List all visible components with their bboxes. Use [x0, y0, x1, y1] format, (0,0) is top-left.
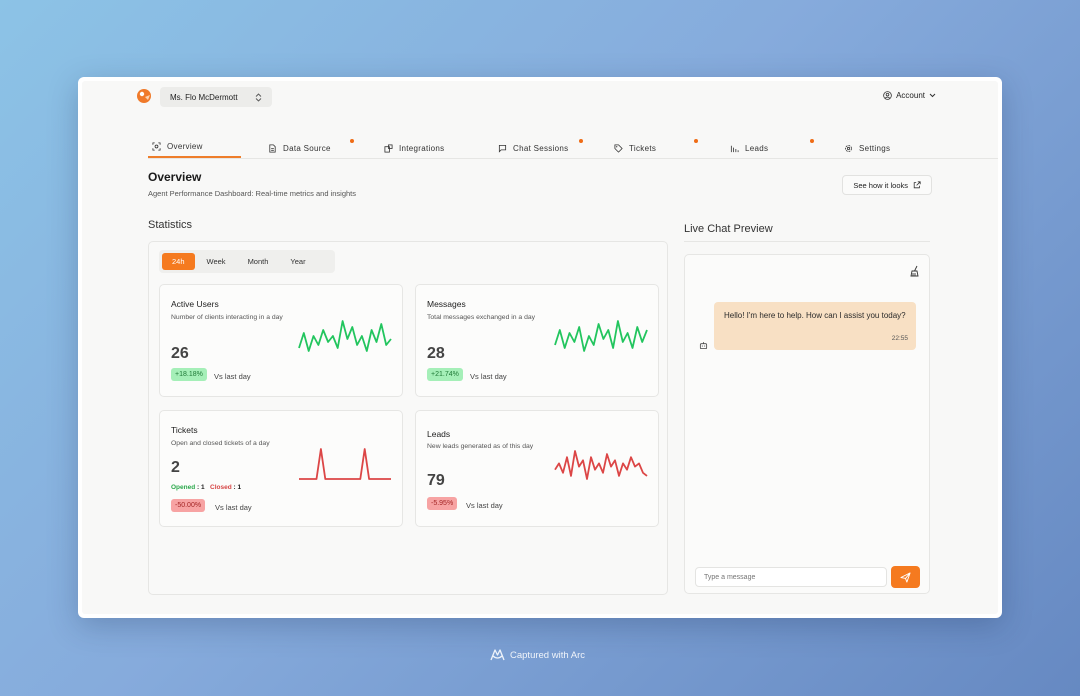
external-link-icon — [913, 181, 921, 189]
user-name: Ms. Flo McDermott — [170, 92, 238, 102]
chevron-down-icon — [929, 93, 936, 98]
card-description: Total messages exchanged in a day — [427, 314, 536, 321]
account-menu[interactable]: Account — [883, 91, 936, 100]
card-title: Active Users — [171, 299, 219, 309]
tab-label: Chat Sessions — [513, 143, 569, 153]
change-badge: +18.18% — [171, 368, 207, 381]
sparkline-chart — [554, 450, 648, 480]
vs-label: Vs last day — [214, 372, 251, 381]
main-tabs: Overview Data Source Integrations Chat S… — [148, 137, 998, 159]
card-description: New leads generated as of this day — [427, 443, 534, 450]
period-month[interactable]: Month — [247, 257, 269, 266]
tab-integrations[interactable]: Integrations — [384, 137, 444, 159]
send-icon — [900, 571, 911, 583]
closed-label: Closed — [210, 484, 232, 491]
tab-data-source[interactable]: Data Source — [268, 137, 354, 159]
chat-icon — [498, 144, 507, 153]
leads-card: Leads New leads generated as of this day… — [415, 410, 659, 527]
tab-label: Overview — [167, 142, 203, 151]
tab-label: Tickets — [629, 143, 657, 153]
notification-dot — [350, 139, 354, 143]
browser-window: Ms. Flo McDermott Account Overview — [78, 77, 1002, 618]
tab-settings[interactable]: Settings — [844, 137, 890, 159]
tab-chat-sessions[interactable]: Chat Sessions — [498, 137, 583, 159]
app-shell: Ms. Flo McDermott Account Overview — [82, 81, 998, 614]
tab-label: Settings — [859, 143, 891, 153]
sparkline-chart — [554, 320, 648, 352]
opened-label: Opened — [171, 484, 196, 491]
page-title: Overview — [148, 170, 202, 184]
card-value: 79 — [427, 472, 445, 489]
tag-icon — [614, 143, 623, 153]
period-week[interactable]: Week — [206, 257, 226, 266]
see-button-label: See how it looks — [853, 180, 908, 190]
user-selector[interactable]: Ms. Flo McDermott — [160, 87, 272, 107]
vs-label: Vs last day — [470, 372, 507, 381]
notification-dot — [694, 139, 698, 143]
closed-value: 1 — [237, 484, 242, 491]
change-badge: +21.74% — [427, 368, 463, 381]
card-title: Messages — [427, 299, 466, 309]
card-title: Tickets — [171, 425, 198, 435]
eye-scan-icon — [152, 142, 161, 151]
opened-value: 1 — [201, 484, 205, 491]
sparkline-series — [299, 448, 391, 480]
puzzle-icon — [384, 143, 393, 153]
notification-dot — [810, 139, 814, 143]
notification-dot — [579, 139, 583, 143]
user-circle-icon — [883, 91, 892, 100]
page-subtitle: Agent Performance Dashboard: Real-time m… — [148, 189, 357, 198]
tab-overview[interactable]: Overview — [148, 137, 241, 158]
period-year[interactable]: Year — [290, 257, 306, 266]
card-value: 2 — [171, 459, 180, 476]
card-title: Leads — [427, 429, 451, 439]
message-input[interactable] — [695, 567, 887, 587]
statistics-panel: 24h Week Month Year Active Users Number … — [148, 241, 668, 595]
sparkline-chart — [299, 448, 391, 480]
tab-label: Leads — [745, 143, 769, 153]
chat-preview-title: Live Chat Preview — [684, 223, 773, 235]
bot-message-bubble: Hello! I'm here to help. How can I assis… — [714, 302, 916, 350]
broom-icon[interactable] — [909, 265, 921, 277]
sparkline-series — [554, 320, 648, 352]
statistics-title: Statistics — [148, 219, 193, 231]
capture-text: Captured with Arc — [510, 649, 585, 661]
chart-bars-icon — [730, 145, 739, 152]
messages-card: Messages Total messages exchanged in a d… — [415, 284, 659, 397]
arc-capture-footer: Captured with Arc — [490, 648, 585, 662]
tab-leads[interactable]: Leads — [730, 137, 814, 159]
gear-icon — [845, 144, 852, 152]
tickets-card: Tickets Open and closed tickets of a day… — [159, 410, 403, 527]
divider — [684, 241, 930, 242]
bot-icon — [699, 342, 708, 350]
bot-message-text: Hello! I'm here to help. How can I assis… — [724, 311, 906, 320]
card-value: 26 — [171, 345, 189, 362]
chevron-updown-icon — [255, 92, 262, 102]
message-time: 22:55 — [891, 335, 908, 342]
sparkline-chart — [298, 320, 392, 352]
opened-closed-summary: Opened : 1 Closed : 1 — [171, 484, 242, 491]
tab-label: Integrations — [399, 143, 445, 153]
period-selector: 24h Week Month Year — [159, 250, 335, 273]
card-description: Open and closed tickets of a day — [171, 440, 270, 447]
vs-label: Vs last day — [215, 503, 252, 512]
tab-tickets[interactable]: Tickets — [614, 137, 698, 159]
card-description: Number of clients interacting in a day — [171, 314, 283, 321]
sparkline-series — [554, 450, 648, 480]
tab-label: Data Source — [283, 143, 331, 153]
app-logo-icon — [137, 89, 151, 103]
send-button[interactable] — [891, 566, 920, 588]
vs-label: Vs last day — [466, 501, 503, 510]
card-value: 28 — [427, 345, 445, 362]
change-badge: -50.00% — [171, 499, 206, 512]
period-24h[interactable]: 24h — [162, 253, 195, 270]
active-users-card: Active Users Number of clients interacti… — [159, 284, 403, 397]
arc-logo-icon — [490, 649, 505, 661]
account-label: Account — [896, 91, 925, 100]
document-icon — [269, 143, 276, 153]
change-badge: -5.95% — [427, 497, 458, 510]
sparkline-series — [298, 320, 392, 352]
see-how-it-looks-button[interactable]: See how it looks — [842, 175, 932, 195]
chat-preview-panel: Hello! I'm here to help. How can I assis… — [684, 254, 930, 594]
